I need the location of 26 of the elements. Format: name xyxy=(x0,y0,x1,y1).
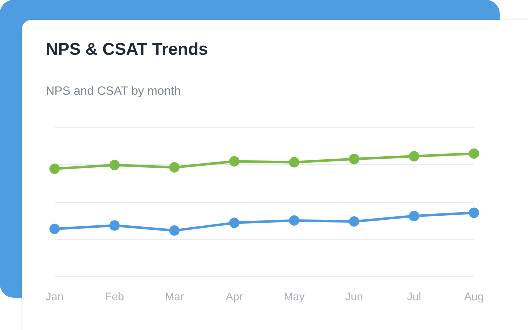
point xyxy=(409,151,420,162)
point xyxy=(468,148,480,160)
x-tick-label: Apr xyxy=(226,291,244,304)
x-tick-label: May xyxy=(284,291,306,304)
point xyxy=(349,154,360,164)
point xyxy=(409,211,420,222)
point xyxy=(229,156,240,167)
point xyxy=(110,160,120,171)
x-tick-label: Aug xyxy=(464,291,484,304)
point xyxy=(169,226,180,236)
chart-title: NPS & CSAT Trends xyxy=(46,40,208,60)
point xyxy=(289,215,300,226)
point xyxy=(349,216,360,227)
point xyxy=(169,162,180,173)
point xyxy=(110,220,120,232)
point xyxy=(229,218,240,228)
point xyxy=(468,208,480,218)
point xyxy=(50,224,60,234)
x-tick-label: Mar xyxy=(165,291,184,304)
x-tick-label: Feb xyxy=(105,291,124,304)
x-tick-label: Jun xyxy=(346,291,364,304)
x-tick-label: Jan xyxy=(46,291,64,304)
point xyxy=(289,157,300,168)
x-tick-label: Jul xyxy=(407,291,422,304)
point xyxy=(50,164,60,174)
chart-subtitle: NPS and CSAT by month xyxy=(46,84,181,98)
